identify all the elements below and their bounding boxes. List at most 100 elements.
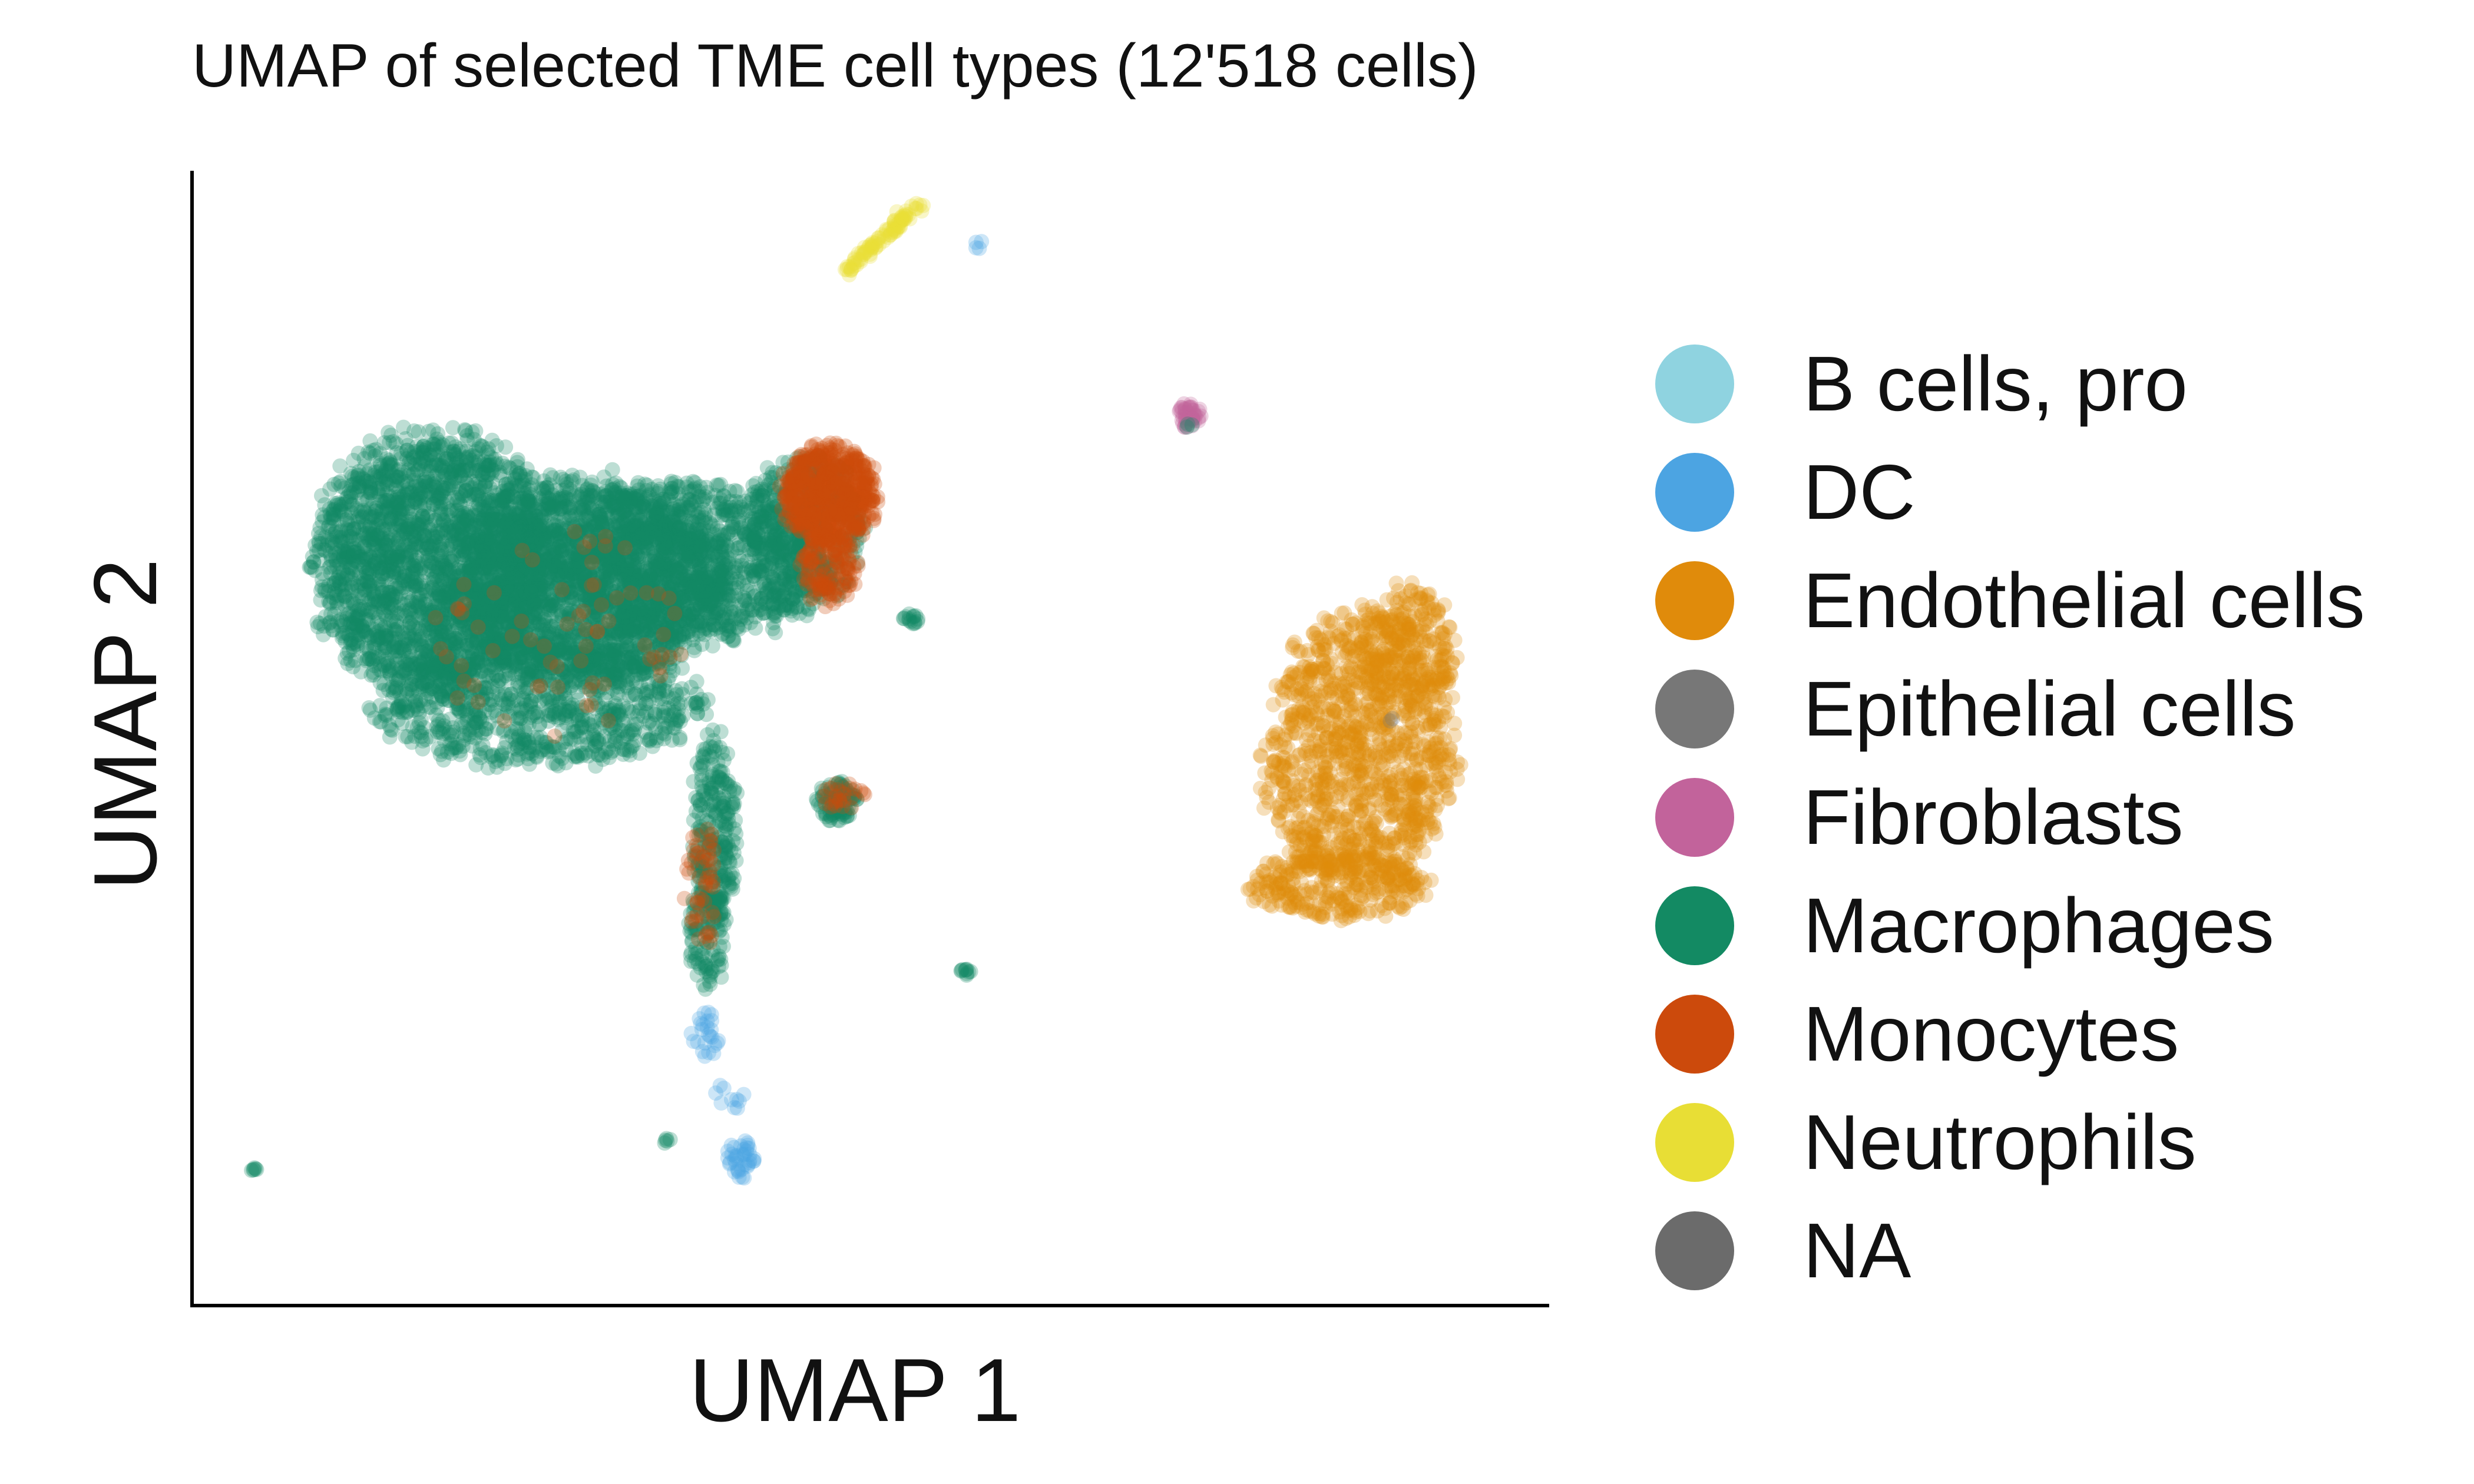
data-point xyxy=(337,588,353,604)
data-point xyxy=(1304,793,1319,809)
data-point xyxy=(1411,823,1427,839)
data-point xyxy=(1424,821,1440,837)
data-point xyxy=(1370,829,1385,844)
data-point xyxy=(709,1035,725,1051)
data-point xyxy=(371,624,386,640)
data-point xyxy=(1418,662,1434,678)
data-point xyxy=(1295,809,1311,824)
data-point xyxy=(1325,615,1341,631)
data-point xyxy=(368,508,383,524)
data-point xyxy=(313,582,329,598)
data-point xyxy=(407,628,423,644)
data-point xyxy=(1348,799,1364,814)
data-point xyxy=(1437,641,1453,656)
data-point xyxy=(389,639,405,655)
data-point xyxy=(1256,893,1272,909)
data-point xyxy=(1289,830,1304,846)
data-point xyxy=(1418,697,1434,712)
data-point xyxy=(726,1140,742,1155)
data-point xyxy=(1347,861,1363,877)
data-point xyxy=(1424,785,1440,801)
series-macrophages xyxy=(244,416,1200,1178)
data-point xyxy=(402,485,418,501)
data-point xyxy=(694,1022,710,1038)
data-point xyxy=(1433,719,1448,735)
data-point xyxy=(1384,793,1400,809)
data-point xyxy=(1286,687,1302,703)
data-point xyxy=(1359,702,1375,718)
data-point xyxy=(1304,880,1319,896)
data-point xyxy=(1318,862,1334,877)
data-point xyxy=(1414,677,1430,693)
data-point xyxy=(740,1157,756,1173)
data-point xyxy=(1310,833,1325,849)
data-point xyxy=(1387,650,1403,665)
data-point xyxy=(722,1156,737,1172)
data-point xyxy=(1289,855,1305,871)
data-point xyxy=(1369,830,1384,846)
data-point xyxy=(430,524,445,539)
data-point xyxy=(343,485,359,501)
data-point xyxy=(1388,647,1404,662)
data-point xyxy=(1308,840,1324,856)
data-point xyxy=(1397,698,1413,714)
data-point xyxy=(1428,763,1444,779)
data-point xyxy=(1364,816,1380,832)
data-point xyxy=(1332,744,1348,760)
data-point xyxy=(365,585,381,601)
data-point xyxy=(697,1048,713,1064)
data-point xyxy=(1265,753,1281,769)
data-point xyxy=(1355,705,1371,721)
data-point xyxy=(341,606,357,621)
data-point xyxy=(1376,615,1392,631)
data-point xyxy=(1368,672,1384,688)
data-point xyxy=(1301,727,1317,743)
data-point xyxy=(1334,633,1350,649)
data-point xyxy=(1417,694,1433,710)
data-point xyxy=(429,431,445,447)
data-point xyxy=(1407,644,1423,660)
data-point xyxy=(737,1133,753,1149)
data-point xyxy=(1397,830,1413,846)
data-point xyxy=(349,502,365,518)
data-point xyxy=(1348,745,1364,761)
data-point xyxy=(1381,826,1397,841)
data-point xyxy=(1332,683,1348,699)
data-point xyxy=(1403,694,1418,709)
data-point xyxy=(1368,648,1384,664)
data-point xyxy=(1265,731,1281,746)
data-point xyxy=(693,1016,709,1031)
data-point xyxy=(1396,810,1412,826)
data-point xyxy=(1386,807,1401,823)
data-point xyxy=(1419,671,1434,687)
data-point xyxy=(1315,718,1331,734)
data-point xyxy=(1313,684,1329,699)
data-point xyxy=(1320,665,1336,681)
data-point xyxy=(1324,744,1339,760)
data-point xyxy=(1367,744,1383,760)
data-point xyxy=(733,1161,749,1177)
data-point xyxy=(1312,733,1328,749)
data-point xyxy=(1417,699,1433,715)
data-point xyxy=(740,1158,756,1174)
data-point xyxy=(1284,677,1299,693)
data-point xyxy=(402,516,418,532)
data-point xyxy=(1274,773,1290,789)
data-point xyxy=(510,459,525,475)
data-point xyxy=(1289,726,1304,741)
data-point xyxy=(398,431,414,446)
data-point xyxy=(366,536,382,552)
data-point xyxy=(404,571,420,586)
data-point xyxy=(1323,623,1338,639)
data-point xyxy=(729,1092,745,1108)
data-point xyxy=(1430,659,1446,675)
data-point xyxy=(1429,780,1444,796)
data-point xyxy=(1298,777,1314,793)
data-point xyxy=(1384,808,1400,824)
data-point xyxy=(683,1026,699,1041)
data-point xyxy=(403,535,419,551)
data-point xyxy=(1299,683,1315,699)
data-point xyxy=(1282,819,1298,834)
data-point xyxy=(1293,713,1309,729)
